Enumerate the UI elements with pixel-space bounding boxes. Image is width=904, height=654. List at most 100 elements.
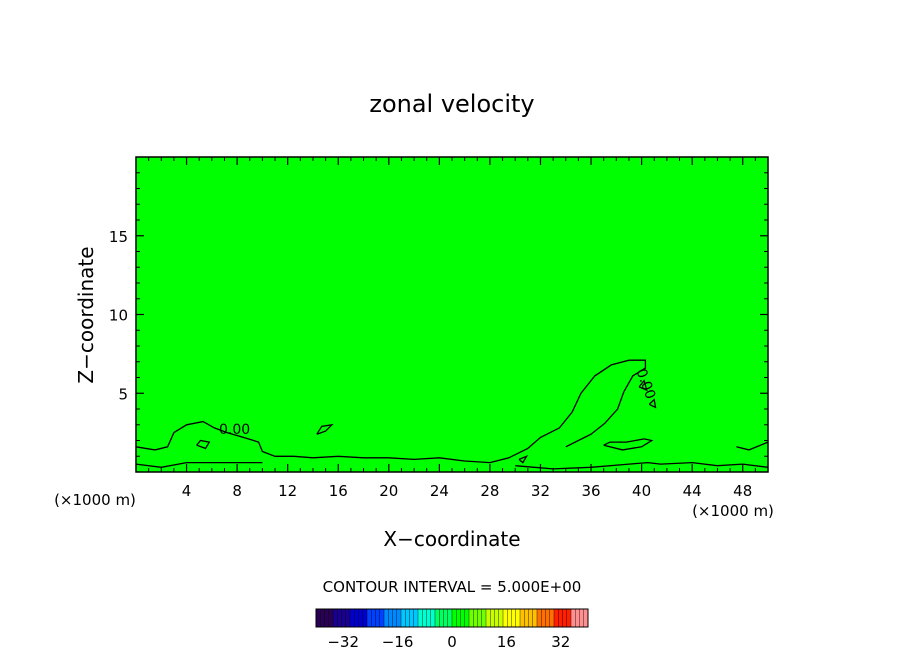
x-tick-label: 12	[278, 482, 297, 500]
contour-line-7	[515, 461, 769, 470]
x-unit-left: (×1000 m)	[54, 491, 136, 509]
contour-layer: 0.000.00	[135, 359, 769, 470]
colorbar-tick-label: 0	[447, 633, 457, 651]
colorbar-swatch	[528, 609, 534, 627]
colorbar-swatch	[490, 609, 495, 627]
colorbar-swatch	[354, 609, 359, 627]
colorbar-swatch	[362, 609, 368, 627]
colorbar-swatch	[328, 609, 334, 627]
colorbar-swatch	[358, 609, 364, 627]
colorbar-swatch	[379, 609, 385, 627]
chart-title: zonal velocity	[369, 90, 534, 118]
colorbar-swatch	[498, 609, 504, 627]
y-axis-ticks: 5 10 15	[109, 172, 768, 457]
colorbar-swatch	[405, 609, 410, 627]
colorbar: −32 −16 0 16 32	[315, 608, 589, 651]
colorbar-swatch	[520, 609, 525, 627]
contour-line-2	[196, 439, 211, 450]
x-tick-label: 28	[480, 482, 499, 500]
contour-line-8	[736, 441, 769, 451]
colorbar-swatch	[384, 609, 389, 627]
x-axis-label: X−coordinate	[383, 527, 520, 551]
x-unit-right: (×1000 m)	[692, 502, 774, 520]
x-tick-label: 16	[329, 482, 348, 500]
colorbar-swatch	[486, 609, 491, 627]
colorbar-swatch	[571, 609, 576, 627]
colorbar-tick-label: 32	[551, 633, 570, 651]
contour-line-5	[638, 379, 648, 392]
colorbar-swatch	[481, 609, 487, 627]
colorbar-swatch	[545, 609, 551, 627]
contour-label-0: 0.00	[219, 422, 250, 438]
colorbar-swatch	[345, 609, 351, 627]
colorbar-swatch	[388, 609, 393, 627]
x-tick-label: 32	[531, 482, 550, 500]
contour-line-6	[648, 398, 657, 409]
colorbar-swatch	[316, 609, 321, 627]
y-tick-label: 15	[109, 228, 128, 246]
colorbar-swatch	[341, 609, 347, 627]
colorbar-swatch	[443, 609, 449, 627]
colorbar-swatch	[456, 609, 461, 627]
colorbar-swatch	[515, 609, 521, 627]
colorbar-swatch	[494, 609, 500, 627]
colorbar-swatch	[375, 609, 381, 627]
x-tick-label: 44	[683, 482, 702, 500]
y-tick-label: 5	[118, 385, 128, 403]
colorbar-swatch	[460, 609, 466, 627]
colorbar-swatch	[507, 609, 512, 627]
contour-line-9	[518, 454, 529, 464]
colorbar-swatch	[392, 609, 398, 627]
x-tick-label: 4	[182, 482, 192, 500]
colorbar-frame	[315, 608, 589, 628]
colorbar-swatch	[524, 609, 529, 627]
colorbar-swatch	[549, 609, 555, 627]
colorbar-swatch	[337, 609, 342, 627]
x-axis-ticks: 4 8 12 16 20 24 28 32 36 40 44 48	[148, 157, 756, 500]
contour-line-1	[135, 461, 263, 468]
colorbar-swatch	[401, 609, 406, 627]
colorbar-tick-label: 16	[497, 633, 516, 651]
colorbar-swatch	[583, 609, 589, 627]
colorbar-swatch	[537, 609, 542, 627]
colorbar-swatch	[566, 609, 572, 627]
x-tick-label: 8	[232, 482, 242, 500]
colorbar-swatch	[464, 609, 470, 627]
colorbar-swatch	[452, 609, 457, 627]
colorbar-swatch	[511, 609, 517, 627]
contour-line-4	[603, 438, 654, 451]
colorbar-swatch	[579, 609, 585, 627]
colorbar-swatch	[532, 609, 538, 627]
colorbar-swatch	[558, 609, 563, 627]
colorbar-swatch	[477, 609, 483, 627]
contour-line-0	[135, 359, 647, 464]
colorbar-swatch	[422, 609, 427, 627]
colorbar-swatch	[439, 609, 444, 627]
colorbar-swatch	[430, 609, 436, 627]
colorbar-swatch	[413, 609, 419, 627]
colorbar-swatch	[435, 609, 440, 627]
x-tick-label: 48	[733, 482, 752, 500]
colorbar-tick-label: −16	[382, 633, 414, 651]
contour-interval: CONTOUR INTERVAL = 5.000E+00	[323, 578, 582, 596]
y-tick-label: 10	[109, 307, 128, 325]
x-tick-label: 36	[581, 482, 600, 500]
colorbar-swatch	[469, 609, 474, 627]
x-tick-label: 24	[430, 482, 449, 500]
x-tick-label: 40	[632, 482, 651, 500]
y-axis-label: Z−coordinate	[74, 246, 98, 383]
colorbar-swatch	[409, 609, 415, 627]
colorbar-swatch	[320, 609, 325, 627]
colorbar-swatch	[447, 609, 453, 627]
colorbar-swatch	[473, 609, 478, 627]
colorbar-swatch	[426, 609, 432, 627]
colorbar-swatch	[333, 609, 338, 627]
colorbar-swatch	[554, 609, 559, 627]
colorbar-swatch	[350, 609, 355, 627]
colorbar-swatch	[562, 609, 568, 627]
colorbar-swatch	[324, 609, 330, 627]
colorbar-swatch	[371, 609, 376, 627]
contour-line-3	[316, 423, 334, 435]
